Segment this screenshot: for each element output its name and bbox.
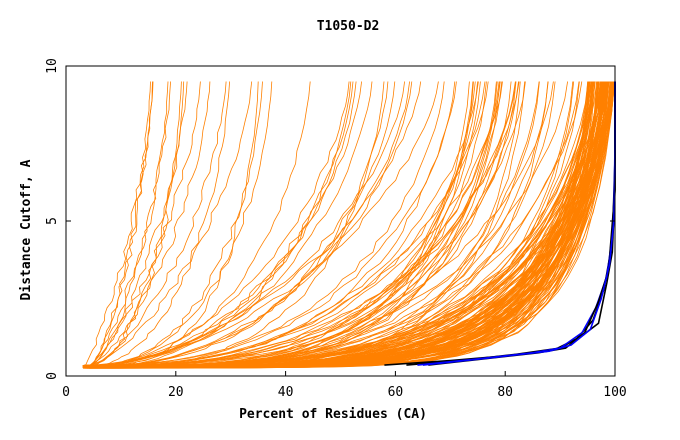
axis-ticks: 0 20 40 60 80 100 0 5 10 bbox=[45, 58, 627, 400]
model-series-line bbox=[90, 81, 614, 368]
model-series-line bbox=[82, 81, 396, 368]
y-tick-label: 10 bbox=[45, 58, 60, 74]
model-series-line bbox=[87, 81, 211, 367]
model-series-line bbox=[84, 81, 470, 367]
model-series-line bbox=[85, 81, 612, 368]
model-series-line bbox=[89, 81, 568, 366]
model-series-line bbox=[88, 81, 354, 367]
model-series-line bbox=[87, 81, 185, 368]
y-tick-label: 5 bbox=[45, 217, 60, 225]
x-tick-label: 40 bbox=[278, 385, 294, 400]
model-series-line bbox=[86, 81, 373, 368]
model-series-line bbox=[86, 81, 352, 369]
model-series-line bbox=[88, 81, 182, 367]
model-series-line bbox=[90, 81, 169, 366]
model-series-line bbox=[86, 81, 357, 366]
model-series-line bbox=[83, 81, 474, 367]
model-series-line bbox=[83, 81, 602, 369]
model-series-line bbox=[85, 81, 439, 368]
model-series-line bbox=[83, 81, 516, 368]
model-series-line bbox=[84, 81, 602, 369]
model-series-line bbox=[89, 81, 602, 366]
model-series-line bbox=[86, 81, 405, 366]
model-lines bbox=[82, 81, 616, 369]
highlighted-lines bbox=[384, 81, 616, 366]
model-series-line bbox=[83, 81, 602, 369]
model-series-line bbox=[82, 81, 607, 367]
chart-title: T1050-D2 bbox=[317, 19, 380, 34]
model-series-line bbox=[87, 81, 445, 366]
model-series-line bbox=[87, 81, 259, 368]
y-axis-label: Distance Cutoff, A bbox=[19, 159, 34, 300]
y-tick-label: 0 bbox=[45, 372, 60, 380]
x-tick-label: 60 bbox=[388, 385, 404, 400]
x-axis-label: Percent of Residues (CA) bbox=[239, 407, 427, 422]
model-series-line bbox=[90, 81, 604, 368]
model-series-line bbox=[84, 81, 601, 367]
model-series-line bbox=[90, 81, 153, 366]
x-tick-label: 100 bbox=[603, 385, 626, 400]
model-series-line bbox=[89, 81, 151, 368]
model-series-line bbox=[85, 81, 201, 369]
model-series-line bbox=[87, 81, 171, 368]
x-tick-label: 80 bbox=[497, 385, 513, 400]
x-tick-label: 20 bbox=[168, 385, 184, 400]
model-series-line bbox=[89, 81, 350, 368]
model-series-line bbox=[83, 81, 456, 366]
model-series-line bbox=[85, 81, 594, 367]
model-series-line bbox=[86, 81, 253, 367]
model-series-line bbox=[89, 81, 230, 367]
model-series-line bbox=[86, 81, 603, 368]
highlighted-series-line bbox=[422, 81, 616, 366]
model-series-line bbox=[86, 81, 583, 368]
model-series-line bbox=[83, 81, 554, 367]
x-tick-label: 0 bbox=[62, 385, 70, 400]
model-series-line bbox=[85, 81, 526, 368]
model-series-line bbox=[86, 81, 311, 367]
